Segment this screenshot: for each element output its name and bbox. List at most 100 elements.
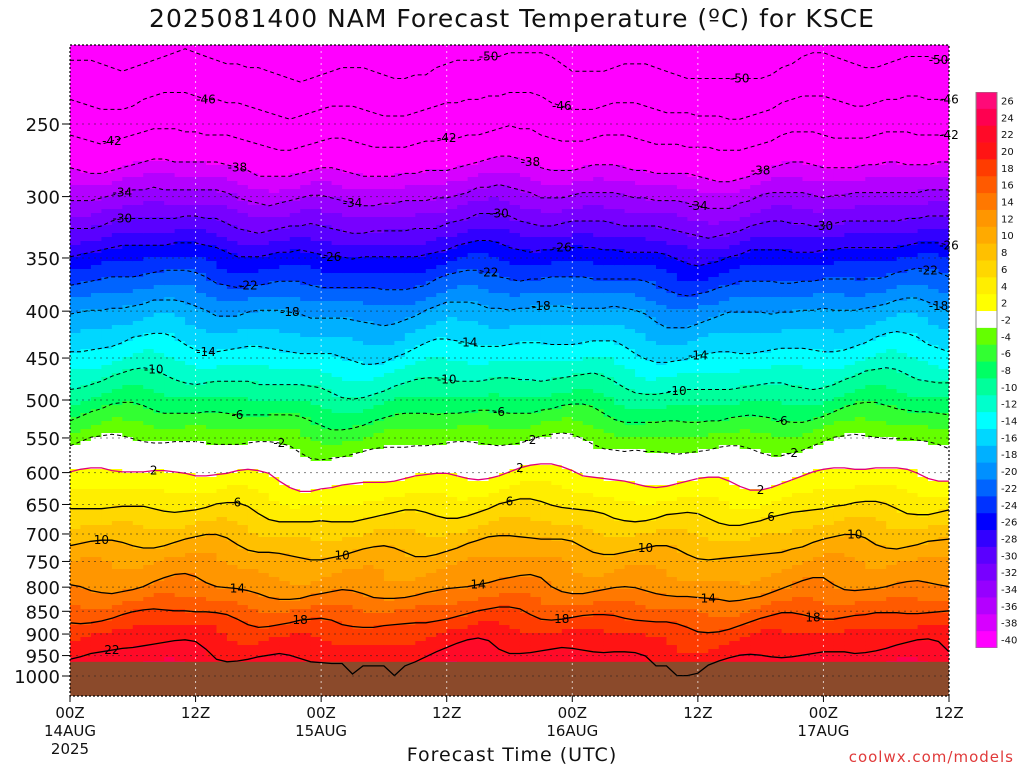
field-cell (90, 197, 102, 202)
field-cell (132, 281, 144, 286)
field-cell (206, 601, 218, 606)
field-cell (174, 85, 186, 90)
field-cell (153, 241, 165, 246)
field-cell (289, 409, 301, 414)
field-cell (101, 165, 113, 170)
field-cell (164, 557, 176, 562)
field-cell (373, 629, 385, 634)
field-cell (226, 97, 239, 102)
field-cell (268, 353, 280, 358)
field-cell (363, 285, 375, 290)
field-cell (226, 61, 239, 66)
field-cell (310, 549, 322, 554)
field-cell (352, 361, 364, 366)
field-cell (122, 473, 134, 478)
field-cell (132, 557, 144, 562)
field-cell (383, 389, 395, 394)
field-cell (101, 173, 113, 178)
field-cell (216, 333, 228, 338)
field-cell (226, 605, 239, 610)
field-cell (331, 149, 343, 154)
field-cell (247, 441, 259, 446)
field-cell (300, 613, 312, 618)
field-cell (143, 593, 155, 598)
field-cell (122, 597, 134, 602)
field-cell (331, 545, 343, 550)
field-cell (174, 369, 186, 374)
field-cell (289, 313, 301, 318)
field-cell (122, 269, 134, 274)
field-cell (80, 61, 92, 66)
field-cell (101, 393, 113, 398)
field-cell (206, 413, 218, 418)
field-cell (122, 361, 134, 366)
field-cell (132, 385, 144, 390)
field-cell (174, 353, 186, 358)
field-cell (247, 537, 259, 542)
field-cell (268, 233, 280, 238)
field-cell (331, 81, 343, 86)
field-cell (132, 237, 144, 242)
field-cell (132, 593, 144, 598)
field-cell (289, 433, 301, 438)
field-cell (342, 617, 354, 622)
field-cell (122, 573, 134, 578)
field-cell (80, 197, 92, 202)
field-cell (185, 361, 197, 366)
field-cell (300, 185, 312, 190)
field-cell (143, 165, 155, 170)
field-cell (206, 57, 218, 62)
field-cell (206, 93, 218, 98)
field-cell (321, 309, 333, 314)
field-cell (132, 537, 144, 542)
field-cell (111, 389, 123, 394)
field-cell (195, 425, 207, 430)
field-cell (237, 537, 249, 542)
field-cell (331, 553, 343, 558)
field-cell (289, 533, 301, 538)
field-cell (237, 129, 249, 134)
field-cell (90, 133, 102, 138)
field-cell (363, 141, 375, 146)
field-cell (80, 473, 92, 478)
field-cell (352, 341, 364, 346)
field-cell (247, 521, 259, 526)
field-cell (153, 349, 165, 354)
field-cell (258, 369, 270, 374)
field-cell (185, 393, 197, 398)
field-cell (383, 217, 395, 222)
field-cell (373, 281, 385, 286)
field-cell (80, 513, 92, 518)
field-cell (206, 261, 218, 266)
field-cell (331, 481, 343, 486)
field-cell (310, 109, 322, 114)
field-cell (122, 301, 134, 306)
field-cell (206, 317, 218, 322)
field-cell (247, 113, 259, 118)
field-cell (143, 253, 155, 258)
field-cell (153, 497, 165, 502)
field-cell (237, 337, 249, 342)
field-cell (258, 225, 270, 230)
field-cell (226, 561, 239, 566)
field-cell (132, 653, 144, 658)
field-cell (122, 309, 134, 314)
field-cell (101, 341, 113, 346)
field-cell (321, 241, 333, 246)
field-cell (122, 265, 134, 270)
field-cell (268, 333, 280, 338)
field-cell (321, 69, 333, 74)
field-cell (111, 325, 123, 330)
field-cell (132, 317, 144, 322)
field-cell (352, 569, 364, 574)
field-cell (342, 57, 354, 62)
field-cell (206, 173, 218, 178)
field-cell (216, 533, 228, 538)
field-cell (132, 273, 144, 278)
field-cell (122, 449, 134, 454)
field-cell (111, 281, 123, 286)
field-cell (143, 157, 155, 162)
field-cell (258, 465, 270, 470)
field-cell (70, 497, 82, 502)
field-cell (300, 633, 312, 638)
